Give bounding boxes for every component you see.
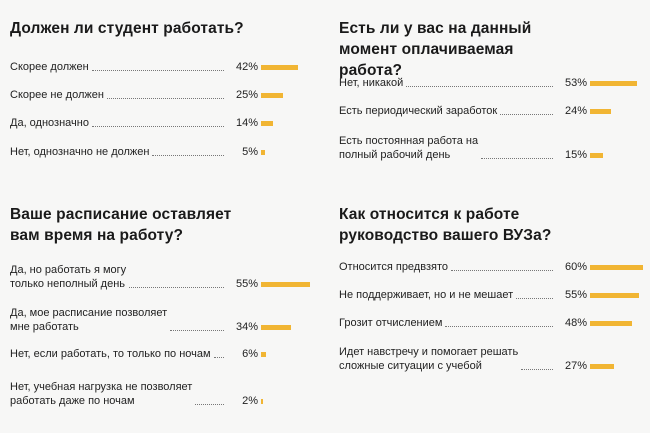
leader-dots — [406, 86, 553, 87]
bar-label: Да, однозначно — [10, 117, 89, 129]
bar — [261, 150, 266, 155]
chart-title: Как относится к работе руководство вашег… — [339, 206, 552, 244]
bar-value-label: 14% — [235, 117, 258, 129]
bar-value-label: 48% — [564, 317, 587, 329]
leader-dots — [521, 369, 553, 370]
bar-value-label: 42% — [235, 61, 258, 73]
leader-dots — [152, 155, 224, 156]
bar-value-label: 5% — [242, 146, 258, 158]
leader-dots — [450, 270, 553, 271]
bar-label: Есть постоянная работа на полный рабочий … — [339, 135, 479, 161]
chart-row: Идет навстречу и помогает решать сложные … — [339, 343, 644, 373]
leader-dots — [170, 330, 224, 331]
bar-label: Есть периодический заработок — [339, 105, 498, 117]
bar-value-label: 24% — [564, 105, 587, 117]
chart-paid-work-now: Есть ли у вас на данный момент оплачивае… — [339, 0, 644, 190]
chart-row: Да, мое расписание позволяет мне работать… — [10, 304, 315, 334]
chart-row: Скорее должен 42% — [10, 44, 315, 74]
bar-value-label: 55% — [235, 278, 258, 290]
chart-row: Нет, если работать, то только по ночам 6% — [10, 331, 315, 361]
bar-value-label: 2% — [242, 395, 258, 407]
bar-label: Нет, никакой — [339, 77, 404, 89]
bar — [590, 109, 612, 114]
bar — [590, 293, 639, 298]
bar-label: Нет, учебная нагрузка не позволяет работа… — [10, 381, 193, 407]
bar-label: Да, но работать я могу только неполный де… — [10, 264, 127, 290]
leader-dots — [91, 126, 224, 127]
leader-dots — [516, 298, 553, 299]
bar — [590, 153, 604, 158]
chart-university-attitude: Как относится к работе руководство вашег… — [339, 190, 644, 433]
bar-label: Скорее должен — [10, 61, 89, 73]
leader-dots — [129, 287, 224, 288]
bar-value-label: 6% — [242, 348, 258, 360]
bar-label: Скорее не должен — [10, 89, 104, 101]
chart-row: Есть периодический заработок 24% — [339, 88, 644, 118]
bar-label: Относится предвзято — [339, 261, 448, 273]
bar — [590, 364, 614, 369]
leader-dots — [195, 404, 224, 405]
chart-title: Ваше расписание оставляет вам время на р… — [10, 206, 232, 244]
bar — [261, 93, 284, 98]
bar-label: Идет навстречу и помогает решать сложные … — [339, 346, 519, 372]
bar-value-label: 27% — [564, 360, 587, 372]
bar-label: Да, мое расписание позволяет мне работать — [10, 307, 168, 333]
leader-dots — [106, 98, 224, 99]
bar — [261, 121, 274, 126]
chart-row: Есть постоянная работа на полный рабочий … — [339, 132, 644, 162]
chart-schedule-allows-work: Ваше расписание оставляет вам время на р… — [10, 190, 315, 433]
bar — [590, 81, 637, 86]
chart-row: Нет, учебная нагрузка не позволяет работа… — [10, 378, 315, 408]
chart-row: Нет, однозначно не должен 5% — [10, 129, 315, 159]
bar-value-label: 25% — [235, 89, 258, 101]
bar-value-label: 60% — [564, 261, 587, 273]
chart-row: Нет, никакой 53% — [339, 60, 644, 90]
chart-title: Есть ли у вас на данный момент оплачивае… — [339, 20, 532, 79]
bar-value-label: 55% — [564, 289, 587, 301]
leader-dots — [213, 357, 224, 358]
leader-dots — [500, 114, 553, 115]
bar — [261, 352, 267, 357]
bar-value-label: 53% — [564, 77, 587, 89]
bar-label: Не поддерживает, но и не мешает — [339, 289, 514, 301]
bar-label: Грозит отчислением — [339, 317, 443, 329]
bar — [261, 282, 310, 287]
chart-row: Не поддерживает, но и не мешает 55% — [339, 272, 644, 302]
bar-value-label: 34% — [235, 321, 258, 333]
bar — [261, 65, 299, 70]
chart-row: Да, но работать я могу только неполный де… — [10, 261, 315, 291]
leader-dots — [481, 158, 553, 159]
bar — [261, 399, 263, 404]
bar-value-label: 15% — [564, 149, 587, 161]
chart-row: Грозит отчислением 48% — [339, 300, 644, 330]
chart-row: Относится предвзято 60% — [339, 244, 644, 274]
leader-dots — [91, 70, 224, 71]
bar — [590, 321, 633, 326]
leader-dots — [445, 326, 553, 327]
bar — [261, 325, 292, 330]
bar — [590, 265, 643, 270]
bar-label: Нет, если работать, то только по ночам — [10, 348, 211, 360]
chart-student-should-work: Должен ли студент работать? Скорее долже… — [10, 0, 315, 190]
chart-title: Должен ли студент работать? — [10, 20, 244, 37]
chart-row: Да, однозначно 14% — [10, 100, 315, 130]
chart-row: Скорее не должен 25% — [10, 72, 315, 102]
bar-label: Нет, однозначно не должен — [10, 146, 150, 158]
